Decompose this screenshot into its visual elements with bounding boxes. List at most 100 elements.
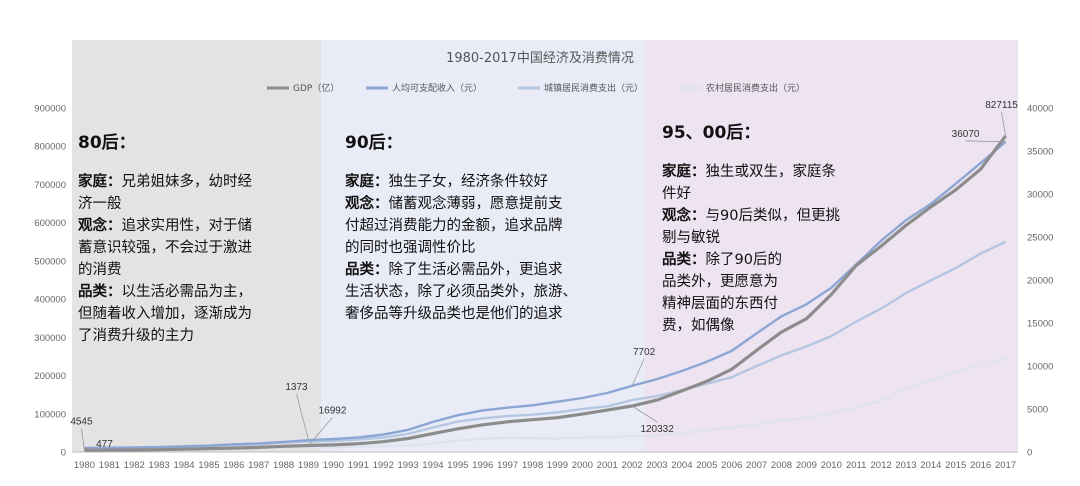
x-tick-label: 1987: [248, 460, 269, 471]
annotation-leader-0: [81, 428, 85, 451]
x-tick-label: 2003: [646, 460, 667, 471]
x-tick-label: 2015: [945, 460, 966, 471]
x-tick-label: 2010: [821, 460, 842, 471]
data-annotations: 4545 477 1373 16992 7702 120332 36070 827115: [70, 100, 1018, 452]
chart-title: 1980-2017中国经济及消费情况: [446, 51, 634, 66]
x-tick-label: 2001: [597, 460, 618, 471]
era-line: 观念：与90后类似，但更挑: [662, 205, 912, 227]
era-line-text: 济一般: [78, 196, 122, 212]
era-95-00s-box: 95、00后： 家庭：独生或双生，家庭条 件好 观念：与90后类似，但更挑 剔与敏锐品…: [662, 118, 912, 337]
era-line-text: 生活状态，除了必须品类外，旅游、: [345, 284, 577, 300]
annotation-label-6: 36070: [952, 129, 980, 140]
era-line-label: 品类：: [662, 252, 706, 268]
x-tick-label: 1998: [522, 460, 543, 471]
era-line: 品类：以生活必需品为主，: [78, 281, 333, 303]
left-tick-label: 0: [61, 448, 66, 459]
era-line-text: 付超过消费能力的金额，追求品牌: [345, 218, 563, 234]
era-line-text: 但随着收入增加，逐渐成为: [78, 306, 252, 322]
era-80s-lines: 家庭：兄弟姐妹多，幼时经济一般观念：追求实用性，对于储 蓄意识较强，不会过于激进的…: [78, 171, 333, 347]
x-tick-label: 2006: [721, 460, 742, 471]
right-tick-label: 40000: [1027, 104, 1053, 115]
era-line-text: 费，如偶像: [662, 318, 735, 334]
left-tick-label: 600000: [34, 218, 66, 229]
era-line-text: 品类外，更愿意为: [662, 274, 778, 290]
annotation-label-5: 120332: [640, 424, 674, 435]
x-tick-label: 2000: [572, 460, 593, 471]
left-tick-label: 400000: [34, 295, 66, 306]
x-axis-ticks: 1980 1981 1982 1983 1984 1985 1986 1987 1988 1989…: [74, 460, 1016, 471]
x-tick-label: 2004: [671, 460, 692, 471]
left-tick-label: 700000: [34, 180, 66, 191]
era-line-text: 独生子女，经济条件较好: [388, 174, 549, 190]
era-line-text: 储蓄观念薄弱，愿意提前支: [388, 196, 563, 212]
legend-label-0: GDP（亿）: [293, 82, 339, 94]
era-line: 观念：储蓄观念薄弱，愿意提前支: [345, 193, 650, 215]
era-line: 家庭：独生子女，经济条件较好: [345, 171, 650, 193]
left-tick-label: 900000: [34, 104, 66, 115]
era-line-label: 品类：: [78, 284, 122, 300]
era-line: 品类：除了生活必需品外，更追求: [345, 259, 650, 281]
era-line-text: 除了90后的: [705, 252, 782, 268]
era-line-text: 以生活必需品为主，: [121, 284, 253, 300]
era-line: 件好: [662, 183, 912, 205]
right-tick-label: 5000: [1027, 405, 1048, 416]
x-tick-label: 1993: [398, 460, 419, 471]
era-line: 精神层面的东西付: [662, 293, 912, 315]
annotation-leader-5: [631, 405, 658, 423]
legend-label-3: 农村居民消费支出（元）: [706, 82, 805, 94]
era-line-label: 品类：: [345, 262, 389, 278]
right-tick-label: 0: [1027, 448, 1032, 459]
era-80s-title: 80后：: [78, 133, 136, 153]
era-line: 家庭：兄弟姐妹多，幼时经: [78, 171, 333, 193]
x-tick-label: 1988: [273, 460, 294, 471]
x-tick-label: 1986: [223, 460, 244, 471]
era-95-00s-lines: 家庭：独生或双生，家庭条 件好 观念：与90后类似，但更挑 剔与敏锐 品类：除了90后的…: [662, 161, 912, 337]
x-tick-label: 2009: [796, 460, 817, 471]
x-tick-label: 2012: [871, 460, 892, 471]
x-tick-label: 2007: [746, 460, 767, 471]
era-line: 品类：除了90后的: [662, 249, 912, 271]
era-line: 家庭：独生或双生，家庭条: [662, 161, 912, 183]
era-line-label: 家庭：: [662, 164, 706, 180]
era-90s-title: 90后：: [345, 133, 403, 153]
annotation-leader-3: [308, 417, 333, 446]
x-tick-label: 1999: [547, 460, 568, 471]
annotation-leader-4: [631, 358, 645, 386]
annotation-label-0: 4545: [70, 416, 93, 427]
right-tick-label: 15000: [1027, 319, 1053, 330]
era-line: 观念：追求实用性，对于储: [78, 215, 333, 237]
era-line-text: 的消费: [78, 262, 122, 278]
era-line-text: 与90后类似，但更挑: [705, 208, 840, 224]
era-line-text: 追求实用性，对于储: [121, 218, 253, 234]
left-tick-label: 500000: [34, 256, 66, 267]
era-90s-lines: 家庭：独生子女，经济条件较好 观念：储蓄观念薄弱，愿意提前支 付超过消费能力的金额，…: [345, 171, 650, 325]
x-tick-label: 1995: [447, 460, 468, 471]
x-tick-label: 2013: [895, 460, 916, 471]
era-80s-box: 80后： 家庭：兄弟姐妹多，幼时经济一般观念：追求实用性，对于储 蓄意识较强，不会…: [78, 128, 333, 347]
annotation-label-3: 16992: [319, 406, 347, 417]
era-line: 费，如偶像: [662, 315, 912, 337]
x-tick-label: 1982: [124, 460, 145, 471]
annotation-leader-6: [965, 140, 1006, 143]
era-line: 品类外，更愿意为: [662, 271, 912, 293]
right-tick-label: 30000: [1027, 190, 1053, 201]
x-tick-label: 1980: [74, 460, 95, 471]
era-line: 剔与敏锐: [662, 227, 912, 249]
x-tick-label: 2017: [995, 460, 1016, 471]
era-background-bands: [72, 40, 1018, 452]
era-line-label: 观念：: [662, 208, 706, 224]
legend-label-2: 城镇居民消费支出（元）: [544, 82, 643, 94]
x-tick-label: 1992: [373, 460, 394, 471]
era-line-text: 精神层面的东西付: [662, 296, 778, 312]
x-tick-label: 1983: [149, 460, 170, 471]
era-line: 济一般: [78, 193, 333, 215]
era-line-label: 家庭：: [345, 174, 389, 190]
era-line: 蓄意识较强，不会过于激进: [78, 237, 333, 259]
x-tick-label: 2016: [970, 460, 991, 471]
right-axis-ticks: 0 5000 10000 15000 20000 25000 30000 35000 40000: [1027, 104, 1053, 459]
era-line-text: 了消费升级的主力: [78, 328, 194, 344]
x-tick-label: 1981: [99, 460, 120, 471]
era-band-1: [320, 40, 645, 452]
annotation-leader-2: [296, 394, 309, 441]
